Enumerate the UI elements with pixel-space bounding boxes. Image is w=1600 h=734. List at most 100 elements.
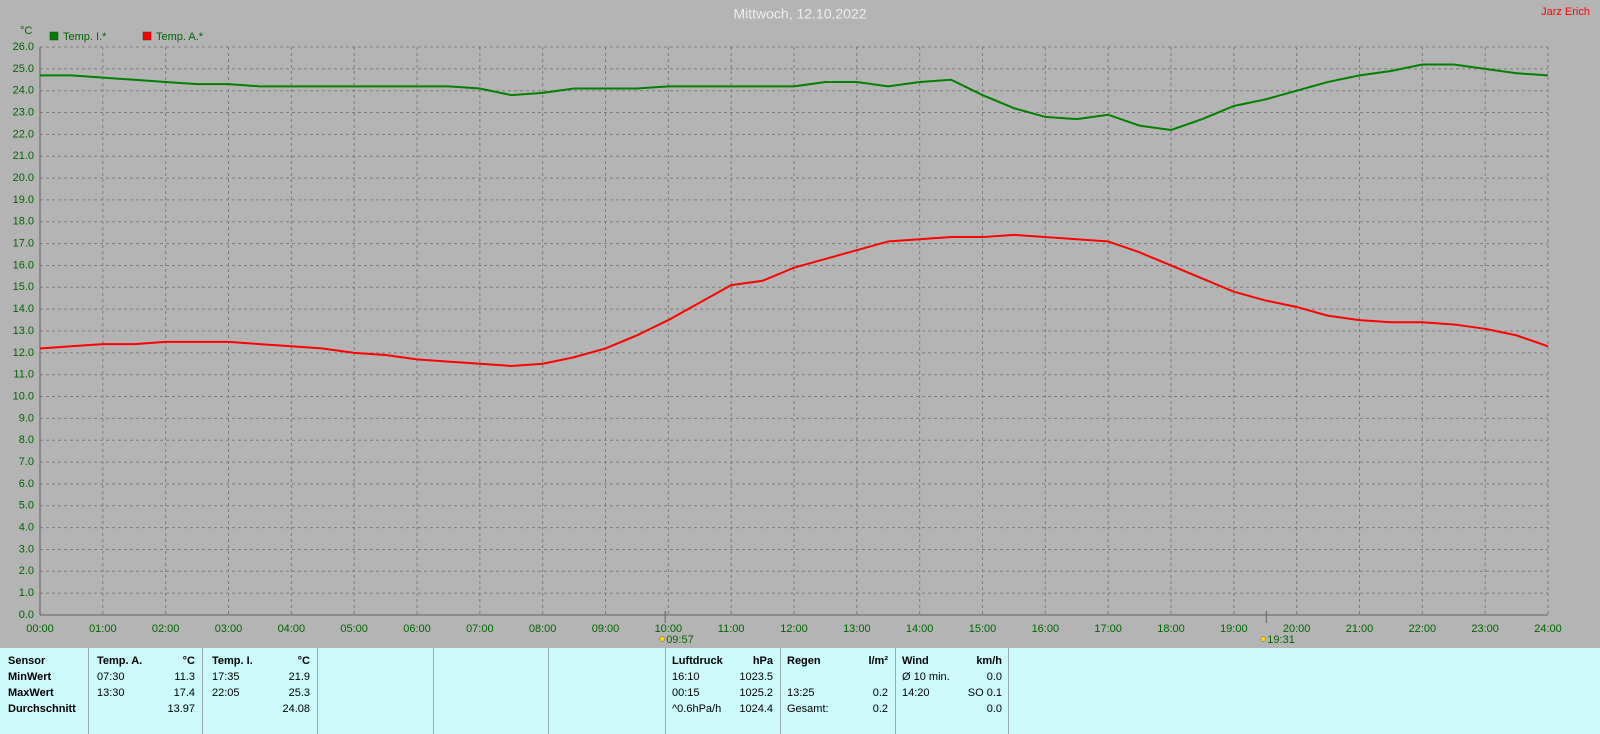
table-cell: °C — [297, 655, 310, 667]
x-tick-label: 09:00 — [592, 623, 620, 635]
chart-title: Mittwoch, 12.10.2022 — [733, 6, 866, 22]
table-cell: 17:35 — [212, 671, 240, 683]
table-cell: 00:15 — [672, 687, 700, 699]
y-tick-label: 11.0 — [13, 369, 34, 381]
table-cell: Temp. I. — [212, 655, 253, 667]
table-cell: 17.4 — [173, 687, 195, 699]
x-tick-label: 03:00 — [215, 623, 243, 635]
table-cell: 21.9 — [288, 671, 310, 683]
x-tick-label: 23:00 — [1471, 623, 1499, 635]
y-tick-label: 18.0 — [13, 216, 34, 228]
y-tick-label: 23.0 — [13, 106, 34, 118]
y-tick-label: 25.0 — [13, 63, 34, 75]
table-cell: l/m² — [868, 655, 888, 667]
y-tick-label: 9.0 — [19, 412, 34, 424]
column-separator — [1008, 648, 1009, 734]
x-tick-label: 18:00 — [1157, 623, 1185, 635]
table-cell: °C — [182, 655, 195, 667]
x-tick-label: 08:00 — [529, 623, 557, 635]
table-cell: SO 0.1 — [967, 687, 1002, 699]
table-cell: Regen — [787, 655, 821, 667]
table-cell: Sensor — [8, 655, 46, 667]
y-tick-label: 26.0 — [13, 41, 34, 53]
y-axis-label: °C — [20, 25, 32, 37]
table-cell: 13:25 — [787, 687, 815, 699]
legend-label: Temp. A.* — [156, 31, 204, 43]
table-cell: 11.3 — [174, 671, 195, 683]
y-tick-label: 20.0 — [13, 172, 34, 184]
table-cell: 22:05 — [212, 687, 240, 699]
y-tick-label: 8.0 — [19, 434, 34, 446]
y-tick-label: 5.0 — [19, 500, 34, 512]
y-tick-label: 15.0 — [13, 281, 34, 293]
y-tick-label: 21.0 — [13, 150, 34, 162]
table-cell: 13:30 — [97, 687, 125, 699]
column-separator — [548, 648, 549, 734]
y-tick-label: 16.0 — [13, 259, 34, 271]
table-cell: Durchschnitt — [8, 703, 76, 715]
table-cell: km/h — [976, 655, 1002, 667]
table-cell: hPa — [752, 655, 773, 667]
x-tick-label: 12:00 — [780, 623, 808, 635]
table-cell: Wind — [902, 655, 929, 667]
table-cell: 0.0 — [986, 671, 1002, 683]
summary-table: Sensor Temp. A. °C Temp. I. °C Luftdruck hPa Re… — [0, 648, 1600, 734]
table-cell: ^0.6hPa/h — [672, 703, 722, 715]
x-tick-label: 22:00 — [1409, 623, 1437, 635]
x-tick-label: 19:00 — [1220, 623, 1248, 635]
column-separator — [665, 648, 666, 734]
y-tick-label: 7.0 — [19, 456, 34, 468]
table-cell: MinWert — [8, 671, 52, 683]
column-separator — [895, 648, 896, 734]
table-cell: 1024.4 — [739, 703, 773, 715]
y-tick-label: 0.0 — [19, 609, 34, 621]
legend-swatch — [142, 31, 152, 41]
sun-time: 09:57 — [666, 634, 694, 646]
y-tick-label: 1.0 — [19, 587, 34, 599]
x-tick-label: 16:00 — [1032, 623, 1060, 635]
x-tick-label: 14:00 — [906, 623, 934, 635]
y-tick-label: 12.0 — [13, 347, 34, 359]
y-tick-label: 2.0 — [19, 565, 34, 577]
table-cell: MaxWert — [8, 687, 54, 699]
x-tick-label: 24:00 — [1534, 623, 1562, 635]
table-cell: 1023.5 — [739, 671, 773, 683]
table-cell: Gesamt: — [787, 703, 829, 715]
table-cell: Temp. A. — [97, 655, 143, 667]
x-tick-label: 13:00 — [843, 623, 871, 635]
x-tick-label: 17:00 — [1094, 623, 1122, 635]
y-tick-label: 19.0 — [13, 194, 34, 206]
table-cell: 16:10 — [672, 671, 700, 683]
column-separator — [202, 648, 203, 734]
x-tick-label: 20:00 — [1283, 623, 1311, 635]
table-cell: 13.97 — [167, 703, 195, 715]
y-tick-label: 13.0 — [13, 325, 34, 337]
column-separator — [317, 648, 318, 734]
x-tick-label: 11:00 — [718, 623, 745, 635]
y-tick-label: 6.0 — [19, 478, 34, 490]
table-cell: 0.2 — [872, 687, 888, 699]
x-tick-label: 06:00 — [403, 623, 431, 635]
table-cell: 25.3 — [288, 687, 310, 699]
legend-label: Temp. I.* — [63, 31, 107, 43]
y-tick-label: 17.0 — [13, 238, 34, 250]
x-tick-label: 05:00 — [340, 623, 368, 635]
author: Jarz Erich — [1541, 6, 1590, 18]
sun-icon — [1260, 636, 1267, 642]
y-tick-label: 22.0 — [13, 128, 34, 140]
y-tick-label: 3.0 — [19, 543, 34, 555]
legend-swatch — [49, 31, 59, 41]
y-tick-label: 4.0 — [19, 522, 34, 534]
x-tick-label: 15:00 — [969, 623, 997, 635]
column-separator — [433, 648, 434, 734]
table-cell: 0.0 — [986, 703, 1002, 715]
y-tick-label: 10.0 — [13, 390, 34, 402]
x-tick-label: 10:00 — [655, 623, 683, 635]
column-separator — [780, 648, 781, 734]
table-cell: 24.08 — [282, 703, 310, 715]
x-tick-label: 01:00 — [89, 623, 117, 635]
column-separator — [88, 648, 89, 734]
table-cell: 14:20 — [902, 687, 930, 699]
y-tick-label: 24.0 — [13, 85, 34, 97]
